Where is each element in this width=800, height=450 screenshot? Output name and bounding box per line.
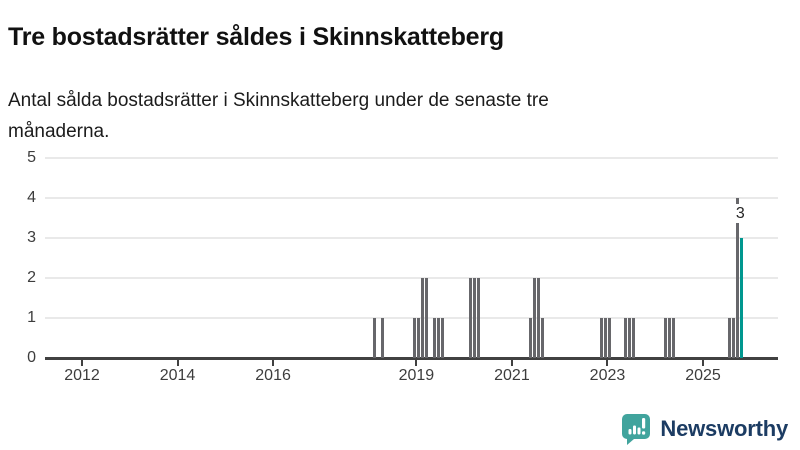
bar: [608, 318, 611, 358]
highlight-bar: [739, 238, 743, 358]
bar: [441, 318, 444, 358]
x-tick-label: 2012: [64, 367, 100, 384]
bar: [663, 318, 667, 358]
chart-subtitle: Antal sålda bostadsrätter i Skinnskatteb…: [8, 90, 549, 142]
bar: [421, 278, 424, 358]
x-tick-label: 2014: [159, 367, 196, 384]
x-tick-label: 2023: [589, 367, 626, 384]
bar: [604, 318, 607, 358]
bar: [667, 318, 671, 358]
y-tick-label: 0: [27, 349, 36, 366]
x-tick-label: 2016: [255, 367, 291, 384]
y-tick-label: 1: [27, 309, 36, 326]
y-gridline: [45, 277, 778, 279]
bar: [671, 318, 675, 358]
x-tick-mark: [272, 360, 275, 366]
x-tick-mark: [415, 360, 418, 366]
y-gridline: [45, 237, 778, 239]
y-tick-label: 3: [27, 229, 36, 246]
y-gridline: [45, 317, 778, 319]
bar: [425, 278, 428, 358]
bar: [735, 198, 739, 358]
brand-name: Newsworthy: [660, 416, 788, 441]
y-tick-label: 4: [27, 189, 36, 206]
bar: [468, 278, 472, 358]
x-tick-mark: [606, 360, 609, 366]
bar: [628, 318, 631, 358]
bar: [472, 278, 476, 358]
bar: [540, 318, 544, 358]
bar: [437, 318, 440, 358]
y-tick-label: 2: [27, 269, 36, 286]
x-tick-mark: [176, 360, 179, 366]
bar: [536, 278, 540, 358]
bar: [373, 318, 376, 358]
x-tick-mark: [702, 360, 704, 366]
x-tick-label: 2019: [398, 367, 435, 384]
bar: [476, 278, 480, 358]
bar: [528, 318, 532, 358]
newsworthy-logo: Newsworthy: [621, 413, 788, 445]
bar: [413, 318, 416, 358]
newsworthy-bars-icon: [622, 414, 651, 445]
y-tick-label: 5: [27, 149, 36, 166]
x-axis-line: [45, 357, 778, 360]
bar: [731, 318, 735, 358]
bar: [532, 278, 536, 358]
bar: [632, 318, 635, 358]
bar-value-label: 3: [733, 204, 747, 223]
bar: [624, 318, 627, 358]
y-gridline: [45, 197, 778, 199]
chart-title: Tre bostadsrätter såldes i Skinnskattebe…: [8, 22, 504, 51]
bar: [381, 318, 384, 358]
x-tick-label: 2021: [494, 367, 530, 384]
bar: [727, 318, 731, 358]
bar: [600, 318, 603, 358]
bar: [417, 318, 420, 358]
x-tick-mark: [81, 360, 83, 366]
x-tick-mark: [510, 360, 513, 366]
x-tick-label: 2025: [685, 367, 721, 384]
y-gridline: [45, 157, 778, 159]
bar: [433, 318, 436, 358]
